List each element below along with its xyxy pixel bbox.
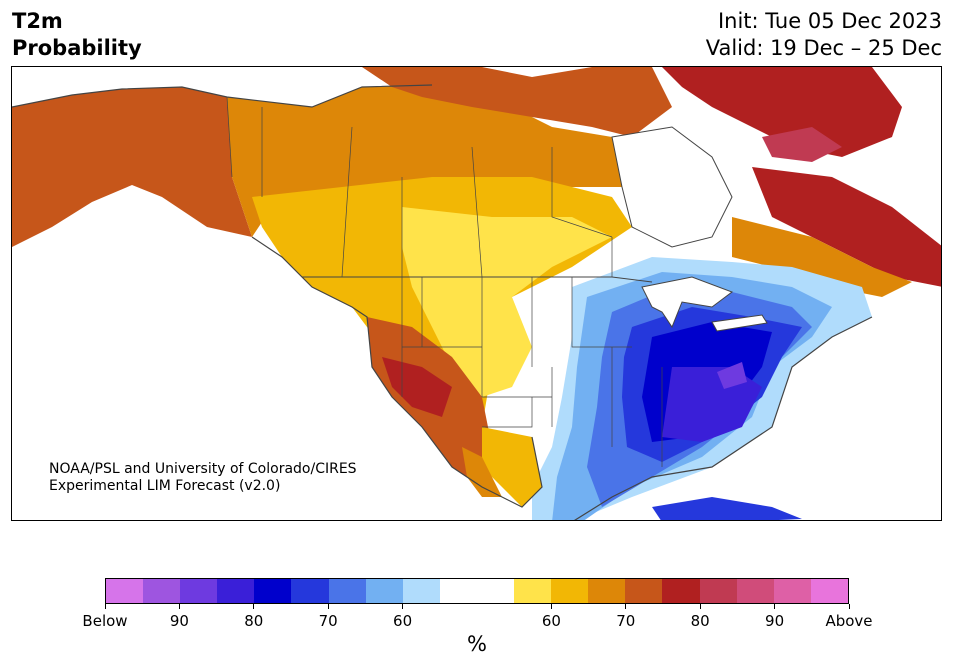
greenland-region [662, 67, 902, 157]
quebec-orange [732, 217, 912, 297]
colorbar-segment [402, 579, 440, 603]
credit-text: NOAA/PSL and University of Colorado/CIRE… [49, 461, 357, 495]
colorbar-segment [699, 579, 737, 603]
colorbar-segment [810, 579, 848, 603]
colorbar-segment [551, 579, 589, 603]
colorbar-tick-mark [104, 604, 106, 609]
colorbar-tick-label: 60 [541, 612, 561, 630]
us-canada-border [302, 276, 653, 283]
state-borders [401, 277, 663, 467]
colorbar-segment [254, 579, 292, 603]
colorbar-tick-mark [178, 604, 180, 609]
credit-line-1: NOAA/PSL and University of Colorado/CIRE… [49, 461, 357, 477]
greenland-pink [762, 127, 842, 162]
quebec-warm [752, 167, 941, 287]
chart-title: T2m Probability [12, 8, 142, 62]
colorbar-tick-label: 80 [690, 612, 710, 630]
colorbar-segment [180, 579, 218, 603]
colorbar-tick-mark [774, 604, 776, 609]
colorbar-tick-mark [327, 604, 329, 609]
colorbar-segment [439, 579, 477, 603]
colorbar-tick-mark [848, 604, 850, 609]
arctic-islands-warm [362, 67, 672, 137]
colorbar-tick-mark [402, 604, 404, 609]
colorbar-segment [773, 579, 811, 603]
colorbar-segment [662, 579, 700, 603]
colorbar-tick-mark [699, 604, 701, 609]
colorbar-tick-label: 70 [616, 612, 636, 630]
colorbar-tick-label: 80 [244, 612, 264, 630]
colorbar-tick-label: Above [825, 612, 873, 630]
colorbar-segment [328, 579, 366, 603]
southwest-hot-region [382, 357, 452, 417]
cuba-cold [652, 497, 802, 520]
colorbar-segment [736, 579, 774, 603]
colorbar-segment [217, 579, 255, 603]
mexico-warm [482, 427, 542, 507]
hudson-bay [611, 126, 733, 248]
colorbar [105, 578, 849, 604]
coastline [12, 84, 873, 520]
colorbar-tick-mark [253, 604, 255, 609]
colorbar-tick-mark [625, 604, 627, 609]
alaska-warm-region [12, 87, 252, 247]
appalachian-purple [717, 362, 747, 389]
colorbar-segment [106, 579, 144, 603]
colorbar-segment [365, 579, 403, 603]
province-borders [226, 96, 613, 278]
colorbar-tick-mark [550, 604, 552, 609]
mexico-orange [462, 447, 502, 497]
credit-line-2: Experimental LIM Forecast (v2.0) [49, 478, 281, 494]
colorbar-tick-label: 90 [765, 612, 785, 630]
colorbar-segment [476, 579, 515, 603]
colorbar-tick-label: 90 [169, 612, 189, 630]
colorbar-segment [588, 579, 626, 603]
colorbar-segment [625, 579, 663, 603]
great-lakes [641, 276, 734, 329]
southeast-purple [662, 367, 762, 442]
lake-erie [711, 314, 768, 332]
colorbar-tick-label: 60 [393, 612, 413, 630]
colorbar-segment [291, 579, 329, 603]
init-date: Init: Tue 05 Dec 2023 [717, 9, 942, 33]
colorbar-units: % [467, 632, 487, 656]
colorbar-tick-label: Below [82, 612, 128, 630]
north-america-map [12, 67, 941, 520]
plains-light-yellow [402, 207, 612, 397]
colorbar-tick-label: 70 [318, 612, 338, 630]
valid-date: Valid: 19 Dec – 25 Dec [705, 36, 942, 60]
title-variable: T2m [12, 9, 63, 33]
map-panel [11, 66, 942, 521]
colorbar-segment [143, 579, 181, 603]
forecast-dates: Init: Tue 05 Dec 2023 Valid: 19 Dec – 25… [706, 8, 942, 62]
title-product: Probability [12, 36, 142, 60]
colorbar-segment [514, 579, 552, 603]
